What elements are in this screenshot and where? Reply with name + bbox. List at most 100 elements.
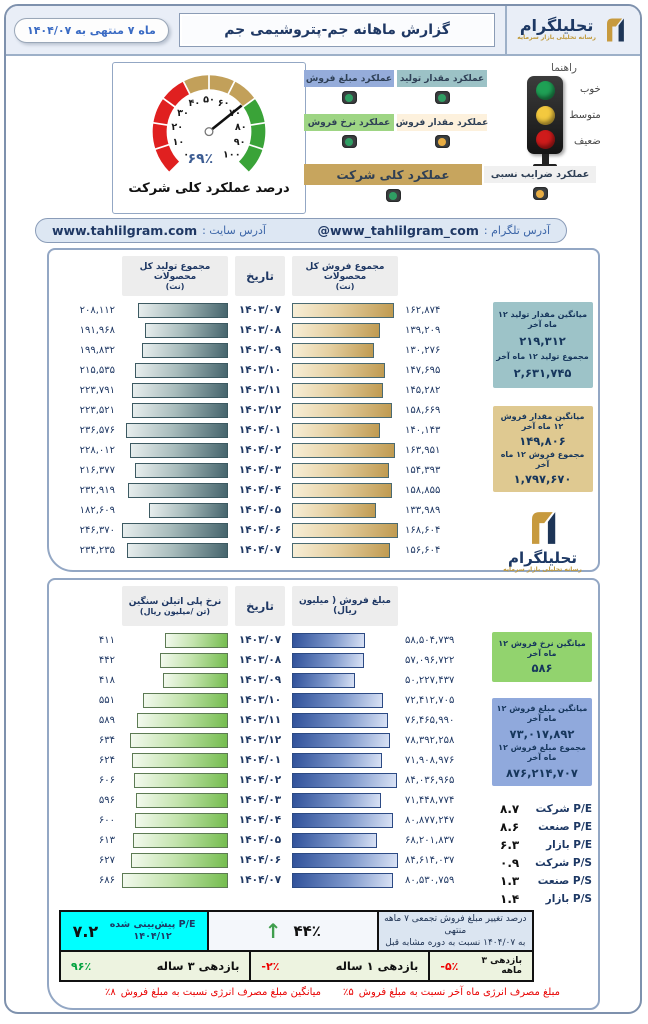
chart-row: ۶۱۳ ۱۴۰۴/۰۵ ۶۸,۲۰۱,۸۳۷ [53, 830, 490, 850]
right-value: ۱۶۸,۶۰۴ [405, 524, 441, 536]
right-bar [292, 792, 382, 808]
ratio-value: ۸.۶ [500, 820, 520, 834]
ratio-row: P/S صنعت ۱.۳ [490, 872, 594, 890]
left-value: ۴۱۱ [98, 634, 115, 646]
right-bar [292, 422, 381, 438]
right-value: ۱۶۳,۹۵۱ [405, 444, 441, 456]
svg-text:۹۰: ۹۰ [234, 137, 246, 148]
right-value: ۱۳۰,۲۷۶ [405, 344, 441, 356]
right-value: ۶۸,۲۰۱,۸۳۷ [405, 834, 455, 846]
quantity-chart: مجموع تولید کل محصولات (تن) تاریخ مجموع … [53, 254, 491, 573]
status-dot-sales-qty [397, 135, 487, 148]
left-bar [129, 442, 228, 458]
traffic-light-guide: راهنما خوب متوسط ضعیف [504, 62, 624, 169]
rate-stats-box: میانگین نرخ فروش ۱۲ ماه آخر ۵۸۶ [492, 632, 592, 682]
left-value: ۴۱۸ [98, 674, 115, 686]
left-value: ۵۹۶ [98, 794, 115, 806]
date-label: ۱۴۰۳/۰۸ [238, 654, 282, 666]
sales-qty-stats-box: میانگین مقدار فروش ۱۲ ماه آخر ۱۴۹,۸۰۶ مج… [492, 406, 593, 492]
left-value: ۲۴۶,۳۷۰ [79, 524, 115, 536]
right-bar [292, 652, 364, 668]
status-dot-production-qty [397, 91, 487, 104]
chart-row: ۲۰۸,۱۱۲ ۱۴۰۳/۰۷ ۱۶۲,۸۷۴ [53, 300, 491, 320]
date-header: تاریخ [235, 256, 285, 296]
traffic-light-icon [527, 76, 564, 154]
right-bar [292, 752, 383, 768]
chart-row: ۲۳۲,۹۱۹ ۱۴۰۴/۰۴ ۱۵۸,۸۵۵ [53, 480, 491, 500]
date-label: ۱۴۰۳/۱۰ [238, 694, 282, 706]
amount-stats-box: میانگین مبلغ فروش ۱۲ ماه آخر ۷۳,۰۱۷,۸۹۲ … [492, 698, 592, 786]
right-bar [292, 672, 355, 688]
right-value: ۱۳۳,۹۸۹ [405, 504, 441, 516]
return-cell: بازدهی ۱ ساله -۲٪ [249, 952, 429, 980]
left-bar [131, 382, 228, 398]
date-label: ۱۴۰۳/۰۹ [238, 674, 282, 686]
return-value: -۲٪ [261, 959, 280, 973]
left-value: ۶۰۶ [98, 774, 115, 786]
svg-text:۳۰: ۳۰ [177, 108, 189, 119]
left-value: ۲۲۸,۰۱۲ [79, 444, 115, 456]
left-bar [135, 792, 228, 808]
svg-text:۰: ۰ [183, 150, 189, 161]
date-label: ۱۴۰۳/۱۰ [238, 364, 282, 376]
left-bar [131, 402, 228, 418]
brand-logo: تحلیلگرام رسانه تحلیلی بازار سرمایه [505, 6, 632, 54]
right-value: ۷۶,۴۶۵,۹۹۰ [405, 714, 455, 726]
date-label: ۱۴۰۳/۱۱ [238, 714, 282, 726]
date-label: ۱۴۰۳/۰۹ [238, 344, 282, 356]
green-lamp-icon [535, 81, 555, 101]
site-label: آدرس سایت : [202, 224, 266, 237]
date-label: ۱۴۰۳/۱۲ [238, 404, 282, 416]
svg-text:۶۰: ۶۰ [218, 98, 230, 109]
right-value: ۵۸,۵۰۴,۷۳۹ [405, 634, 455, 646]
energy-label: میانگین مبلغ مصرف انرژی نسبت به مبلغ فرو… [120, 987, 322, 998]
sales-qty-header: مجموع فروش کل محصولات (تن) [292, 256, 398, 296]
right-bar [292, 692, 383, 708]
right-value: ۱۶۲,۸۷۴ [405, 304, 441, 316]
chart2-rows: ۴۱۱ ۱۴۰۳/۰۷ ۵۸,۵۰۴,۷۳۹ ۴۴۲ ۱۴۰۳/۰۸ ۵۷,۰۹۶,۷۲۲… [53, 630, 490, 890]
right-value: ۱۳۹,۲۰۹ [405, 324, 441, 336]
page-frame: تحلیلگرام رسانه تحلیلی بازار سرمایه گزار… [4, 4, 642, 1014]
right-value: ۱۵۶,۶۰۴ [405, 544, 441, 556]
date-label: ۱۴۰۳/۱۱ [238, 384, 282, 396]
chart-row: ۲۲۳,۵۲۱ ۱۴۰۳/۱۲ ۱۵۸,۶۶۹ [53, 400, 491, 420]
ratio-label: P/E شرکت [535, 803, 592, 815]
right-value: ۷۱,۴۴۸,۷۷۴ [405, 794, 455, 806]
header: تحلیلگرام رسانه تحلیلی بازار سرمایه گزار… [6, 6, 640, 56]
left-bar [142, 342, 228, 358]
left-value: ۶۸۶ [98, 874, 115, 886]
energy-value: ٪۸ [105, 987, 116, 998]
brand-icon [531, 512, 555, 544]
left-bar [142, 692, 228, 708]
left-value: ۲۱۶,۳۷۷ [79, 464, 115, 476]
left-value: ۶۱۳ [98, 834, 115, 846]
ratio-row: P/S بازار ۱.۴ [490, 890, 594, 908]
guide-title: راهنما [551, 62, 577, 74]
return-label: بازدهی ۱ ساله [335, 959, 419, 973]
right-bar [292, 342, 374, 358]
left-bar [149, 502, 228, 518]
telegram-value[interactable]: @www_tahlilgram_com [317, 223, 479, 238]
svg-text:۴۰: ۴۰ [188, 98, 200, 109]
left-bar [134, 772, 228, 788]
sales-amount-header: مبلغ فروش ( میلیون ریال) [292, 586, 398, 626]
svg-text:۸۰: ۸۰ [235, 122, 247, 133]
left-value: ۲۲۳,۷۹۱ [79, 384, 115, 396]
sales-change-value: ۴۴٪ [293, 922, 321, 940]
left-value: ۱۹۹,۸۳۲ [79, 344, 115, 356]
telegram-address: آدرس تلگرام : @www_tahlilgram_com [317, 223, 550, 238]
right-value: ۱۴۵,۲۸۲ [405, 384, 441, 396]
left-bar [136, 712, 228, 728]
left-bar [133, 832, 228, 848]
energy-consumption-notes: مبلغ مصرف انرژی ماه آخر نسبت به مبلغ فرو… [105, 987, 560, 998]
right-value: ۱۴۰,۱۴۳ [405, 424, 441, 436]
chart-row: ۱۹۱,۹۶۸ ۱۴۰۳/۰۸ ۱۳۹,۲۰۹ [53, 320, 491, 340]
ratio-label: P/S بازار [545, 893, 592, 905]
page-title: گزارش ماهانه جم-پتروشیمی جم [178, 13, 496, 47]
site-value[interactable]: www.tahlilgram.com [52, 223, 198, 238]
right-value: ۸۴,۶۱۴,۰۳۷ [405, 854, 455, 866]
brand-name: تحلیلگرام [508, 549, 578, 567]
chart-row: ۲۲۳,۷۹۱ ۱۴۰۳/۱۱ ۱۴۵,۲۸۲ [53, 380, 491, 400]
chart-row: ۶۰۰ ۱۴۰۴/۰۴ ۸۰,۸۷۷,۲۴۷ [53, 810, 490, 830]
